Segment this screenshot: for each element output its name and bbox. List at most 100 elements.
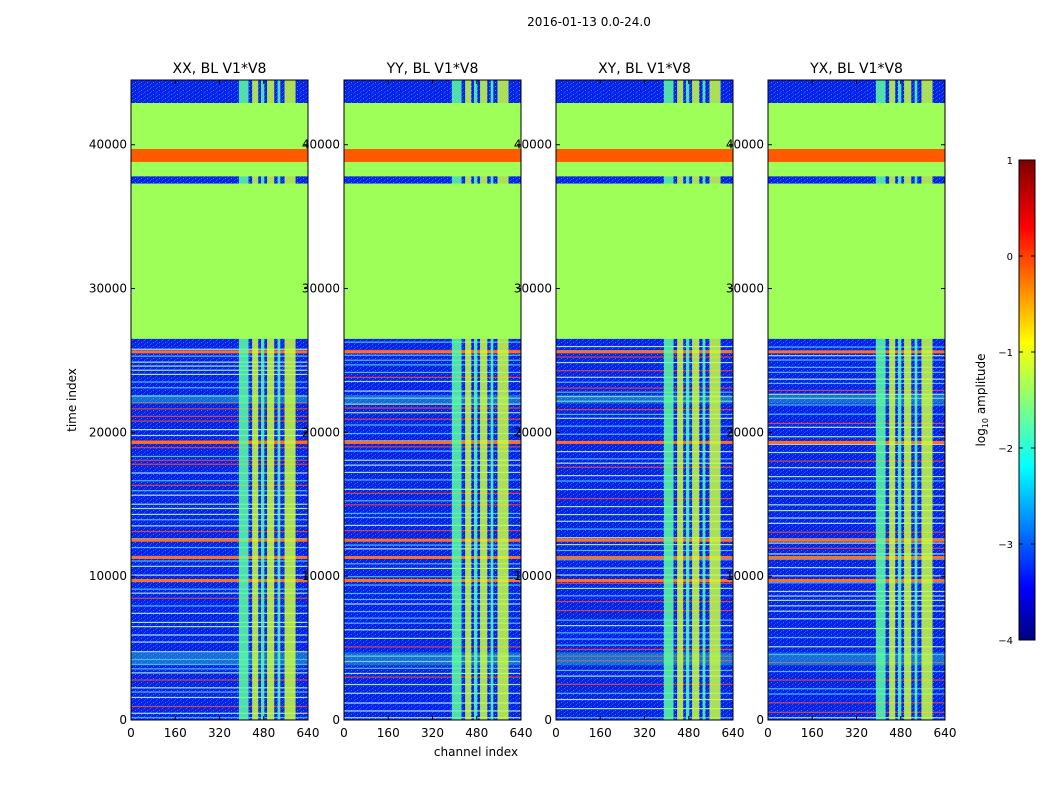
time-stripe [131,605,308,607]
time-stripe [131,597,308,599]
x-tick-label: 0 [552,726,560,740]
time-stripe [556,708,733,710]
time-stripe [131,369,308,371]
time-stripe [556,475,733,477]
time-stripe [556,595,733,597]
time-stripe [556,345,733,348]
hot-row [556,538,733,542]
time-stripe [556,520,733,522]
x-tick-label: 640 [297,726,320,740]
time-stripe [344,364,521,366]
time-stripe [344,407,521,409]
time-stripe [131,538,308,540]
time-stripe [131,447,308,449]
y-tick-label: 20000 [514,425,552,439]
time-stripe [131,712,308,714]
y-tick-label: 20000 [89,425,127,439]
time-stripe [131,494,308,496]
time-stripe [768,688,945,690]
time-stripe [131,355,308,357]
hot-row [556,350,733,354]
cyan-band [344,652,521,666]
time-stripe [556,387,733,389]
time-stripe [344,403,521,405]
y-tick-label: 30000 [726,282,764,296]
panel-title: YX, BL V1*V8 [809,61,903,77]
time-stripe [556,549,733,552]
time-stripe [556,400,733,402]
time-stripe [556,582,733,584]
x-axis-label: channel index [434,745,518,759]
time-stripe [131,381,308,383]
rfi-channel-band [685,80,690,720]
flagged-band [344,149,521,162]
rfi-channel-band [480,80,488,720]
time-stripe [131,490,308,492]
time-stripe [344,676,521,678]
time-stripe [768,436,945,438]
x-tick-label: 320 [421,726,444,740]
time-stripe [556,669,733,671]
time-stripe [556,361,733,364]
time-stripe [131,395,308,397]
time-stripe [768,702,945,704]
time-stripe [768,517,945,519]
time-stripe [768,575,945,577]
x-tick-label: 480 [252,726,275,740]
flagged-region [556,103,733,177]
hot-row [344,350,521,354]
time-stripe [131,434,308,437]
time-stripe [768,567,945,569]
hot-row [556,555,733,559]
time-stripe [768,522,945,524]
hot-row [344,578,521,582]
time-stripe [556,648,733,651]
flagged-region [344,183,521,339]
y-tick-label: 40000 [726,138,764,152]
time-stripe [556,417,733,419]
time-stripe [556,451,733,453]
flagged-region [556,183,733,339]
time-stripe [768,378,945,380]
time-stripe [768,504,945,506]
x-tick-label: 160 [377,726,400,740]
time-stripe [344,683,521,686]
time-stripe [556,433,733,435]
x-tick-label: 640 [722,726,745,740]
time-stripe [344,424,521,426]
y-tick-label: 30000 [514,282,552,296]
time-stripe [131,626,308,628]
time-stripe [556,497,733,500]
time-stripe [131,641,308,643]
time-stripe [556,587,733,590]
time-stripe [768,661,945,664]
time-stripe [556,528,733,530]
x-tick-label: 0 [764,726,772,740]
time-stripe [556,537,733,539]
time-stripe [344,479,521,481]
time-stripe [344,376,521,379]
time-stripe [344,371,521,373]
time-stripe [344,471,521,474]
time-stripe [344,354,521,356]
rfi-channel-band [267,80,275,720]
time-stripe [344,617,521,619]
time-stripe [556,376,733,378]
colorbar-tick-label: −3 [998,540,1013,551]
time-stripe [768,679,945,681]
rfi-channel-band [473,80,478,720]
rfi-channel-band [284,80,296,720]
time-stripe [556,413,733,416]
flagged-region [131,183,308,339]
y-tick-label: 40000 [89,138,127,152]
time-stripe [768,389,945,391]
x-tick-label: 480 [889,726,912,740]
time-stripe [344,464,521,466]
panels: XX, BL V1*V8 0 160 320 480 640 0 10000 20000 3000… [89,61,957,740]
time-stripe [556,625,733,627]
time-stripe [344,516,521,519]
panel-xx: XX, BL V1*V8 0 160 320 480 640 0 10000 20000 3000… [89,61,320,740]
cyan-band [344,394,521,404]
time-stripe [344,397,521,399]
time-stripe [131,592,308,594]
